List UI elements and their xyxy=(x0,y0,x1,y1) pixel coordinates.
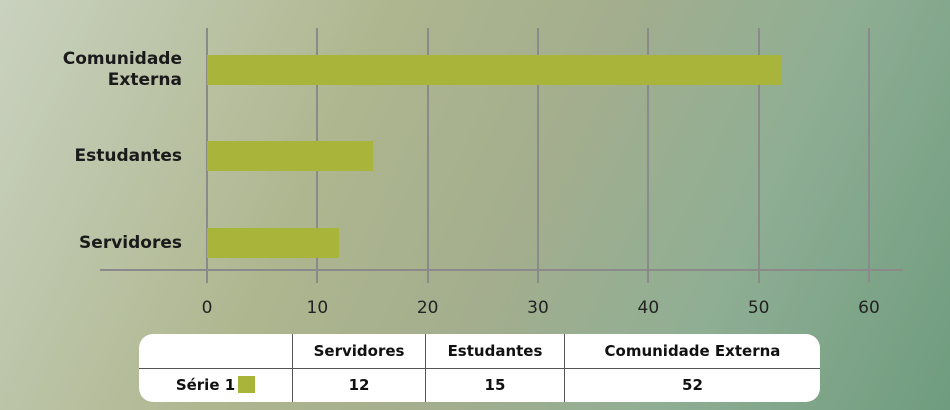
grid-line xyxy=(537,28,539,283)
table: Servidores Estudantes Comunidade Externa S… xyxy=(139,334,820,402)
grid-line xyxy=(647,28,650,283)
table-value: 52 xyxy=(563,368,820,402)
y-tick-label: Servidores xyxy=(79,232,182,253)
table-header: Servidores Estudantes Comunidade Externa xyxy=(139,334,820,369)
table-header-cell: Comunidade Externa xyxy=(563,334,820,369)
grid-line xyxy=(426,28,429,283)
bar xyxy=(207,55,781,85)
grid-line xyxy=(868,28,870,283)
table-value: 12 xyxy=(291,368,426,402)
legend-cell: Série 1 xyxy=(139,368,293,402)
bar xyxy=(207,228,340,258)
grid-line xyxy=(757,28,760,283)
legend-label: Série 1 xyxy=(175,376,236,395)
x-tick-label: 40 xyxy=(637,298,660,318)
x-tick-label: 60 xyxy=(858,298,880,318)
table-row: Série 1 12 15 52 xyxy=(139,368,820,402)
x-axis xyxy=(100,269,903,271)
table-header-cell: Servidores xyxy=(291,334,426,369)
y-tick-label: Estudantes xyxy=(74,145,182,166)
y-tick-label: Comunidade Externa xyxy=(62,49,182,90)
bar xyxy=(207,141,373,171)
data-table: Servidores Estudantes Comunidade Externa S… xyxy=(139,334,820,402)
legend-swatch xyxy=(238,376,256,394)
x-tick-label: 20 xyxy=(416,298,439,318)
table-corner xyxy=(139,334,293,369)
table-value: 15 xyxy=(425,368,565,402)
x-tick-label: 10 xyxy=(306,298,329,318)
x-tick-label: 0 xyxy=(201,298,213,318)
table-header-cell: Estudantes xyxy=(425,334,565,369)
x-tick-label: 50 xyxy=(747,298,770,318)
x-tick-label: 30 xyxy=(527,298,549,318)
